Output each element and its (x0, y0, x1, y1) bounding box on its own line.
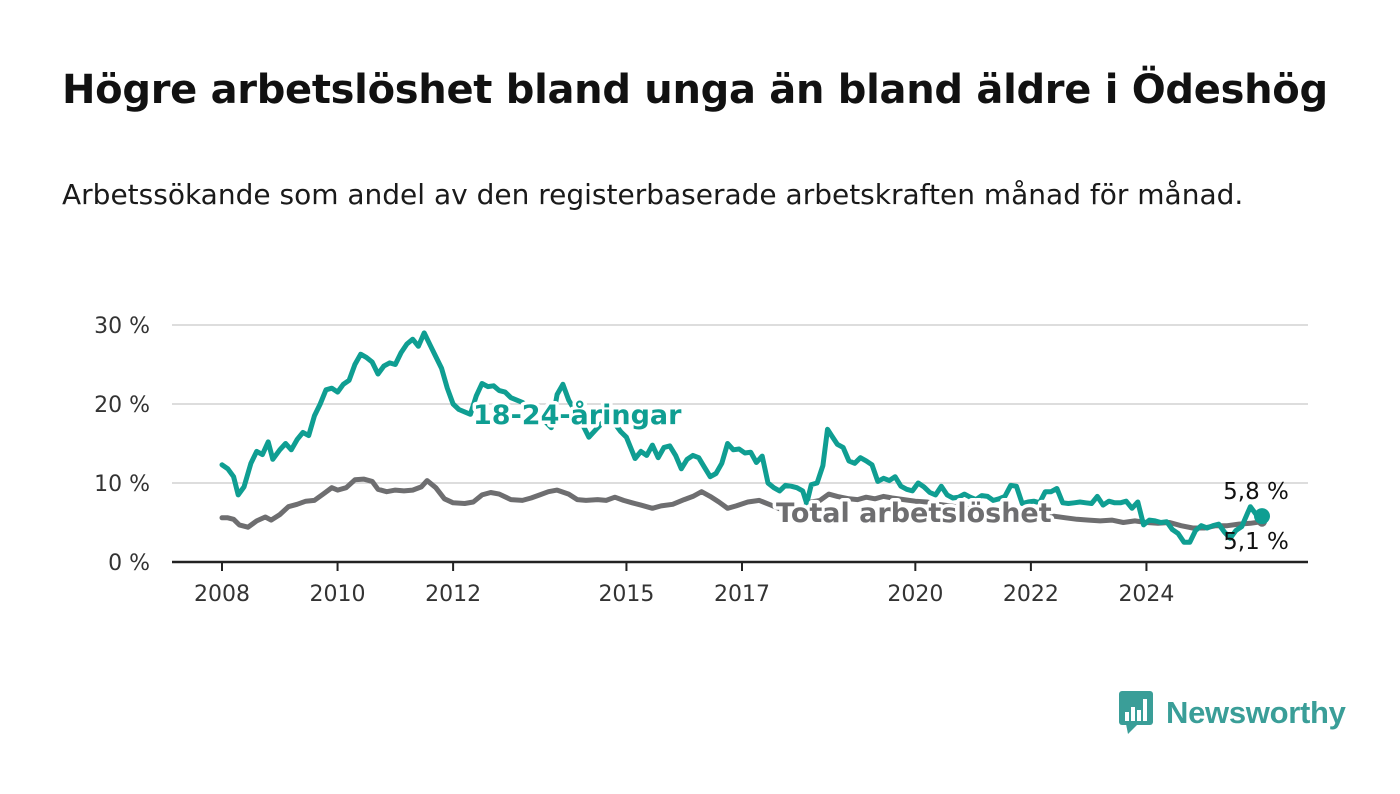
x-tick-label: 2022 (1003, 582, 1059, 607)
youth-end-marker (1254, 508, 1270, 525)
chart-subtitle: Arbetssökande som andel av den registerb… (62, 178, 1244, 211)
x-tick-label: 2017 (714, 582, 770, 607)
newsworthy-logo: Newsworthy (1118, 690, 1346, 736)
x-tick-label: 2010 (310, 582, 366, 607)
y-tick-label: 20 % (94, 393, 150, 418)
chart-title: Högre arbetslöshet bland unga än bland ä… (62, 67, 1328, 113)
y-tick-label: 0 % (108, 551, 150, 576)
total-line (219, 476, 1265, 531)
x-tick-label: 2020 (887, 582, 943, 607)
y-tick-label: 10 % (94, 472, 150, 497)
y-tick-label: 30 % (94, 314, 150, 339)
x-tick-label: 2024 (1118, 582, 1174, 607)
newsworthy-icon (1119, 691, 1153, 734)
total-series-label: Total arbetslöshet (776, 498, 1052, 529)
youth-series-label: 18-24-åringar (473, 399, 682, 431)
youth-end-label: 5,8 % (1223, 479, 1289, 505)
youth-line (219, 330, 1265, 545)
total-end-label: 5,1 % (1223, 529, 1289, 555)
x-tick-label: 2015 (598, 582, 654, 607)
x-tick-label: 2012 (425, 582, 481, 607)
x-tick-label: 2008 (194, 582, 250, 607)
brand-name: Newsworthy (1166, 695, 1346, 730)
